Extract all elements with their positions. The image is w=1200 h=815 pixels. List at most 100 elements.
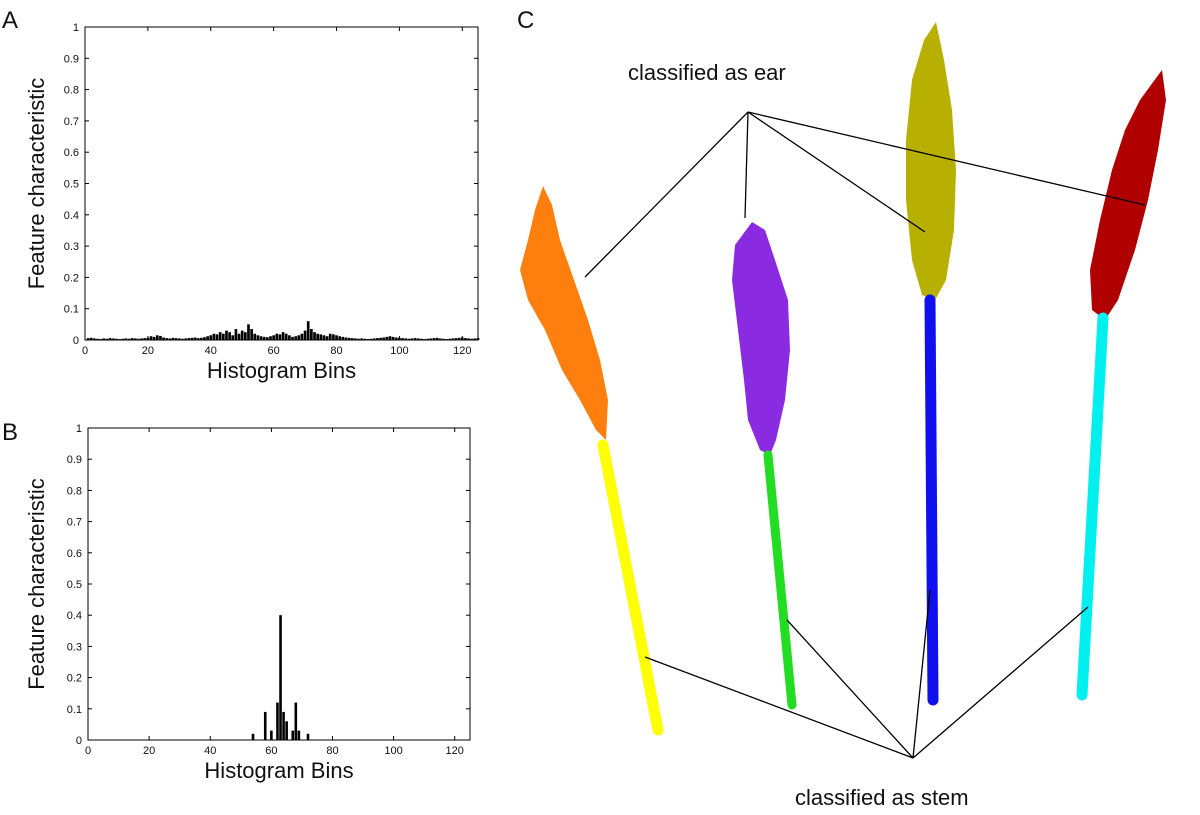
bar [360,338,364,340]
bar [256,335,260,340]
y-tick-label: 0.3 [64,241,79,253]
bar [332,334,335,340]
bar [310,329,313,340]
bar [177,338,181,340]
bar [457,337,461,340]
bar [237,333,241,340]
bar [467,338,470,340]
ear [732,222,790,455]
bar [269,336,272,340]
y-tick-label: 0.5 [64,179,79,191]
bar [328,333,332,340]
bar [193,337,197,340]
bar [306,733,310,740]
bar [212,333,216,340]
bar [407,338,411,340]
bar [454,338,458,340]
bar [124,338,128,340]
bar [262,336,266,340]
bar [281,332,285,340]
bar [448,338,452,340]
bar [432,338,436,340]
bar [297,730,301,740]
stem [924,294,939,706]
x-tick-label: 120 [453,345,471,357]
leader-lines [584,111,1146,759]
bar [270,730,273,740]
bar [275,333,279,340]
x-tick-label: 80 [326,745,338,757]
bar [218,332,222,340]
bar [149,336,153,340]
bar [366,339,370,340]
y-axis-label: Feature characteristic [24,78,49,290]
bar [152,336,156,340]
x-tick-label: 0 [82,345,88,357]
bar [143,338,147,340]
bar [451,338,455,340]
bar [162,337,165,340]
y-tick-label: 1 [76,423,82,435]
bar [253,333,257,340]
y-tick-label: 0.9 [67,454,82,466]
y-tick-label: 0 [76,735,82,747]
x-tick-label: 100 [384,745,402,757]
bar [133,338,137,340]
y-tick-label: 0.1 [64,304,79,316]
bar [190,337,194,340]
bar [250,329,253,340]
bar [335,335,338,340]
panel-label: B [2,419,18,446]
bar [266,337,269,340]
bar [118,339,121,340]
bar [388,336,392,340]
x-tick-label: 80 [330,345,342,357]
bar [285,721,288,740]
bar [341,336,345,340]
bar [259,336,263,340]
bar [168,338,172,340]
stem [597,439,664,736]
x-tick-label: 20 [143,745,155,757]
bar [96,338,99,340]
annotation: classified as stem [795,785,969,810]
bar [247,324,250,340]
bar [382,337,386,340]
bar [203,337,206,340]
bar [221,333,225,340]
bar [159,335,162,340]
bar [294,702,298,740]
bar [181,338,184,340]
bar [473,338,477,340]
bar [394,337,398,340]
x-tick-label: 100 [390,345,408,357]
bar [476,338,480,340]
bar [108,338,112,340]
bar [416,338,420,340]
bar [420,338,423,340]
y-tick-label: 0.1 [67,704,82,716]
bar [105,338,109,340]
bar [294,336,297,340]
point-cloud [520,22,1166,736]
bar [338,336,342,340]
bar [313,332,316,340]
y-tick-label: 0.2 [64,272,79,284]
bar [288,335,291,340]
bar [244,332,247,340]
bar [435,337,439,340]
bar [291,336,294,340]
y-tick-label: 0.4 [64,210,79,222]
bar [130,338,134,340]
y-tick-label: 0.9 [64,53,79,65]
bar [228,332,231,340]
x-tick-label: 0 [85,745,91,757]
bar [300,333,304,340]
bar [276,702,279,740]
bar [171,337,175,340]
y-tick-label: 0.7 [64,116,79,128]
bar [413,338,417,340]
bar [442,338,445,340]
bar [291,730,295,740]
